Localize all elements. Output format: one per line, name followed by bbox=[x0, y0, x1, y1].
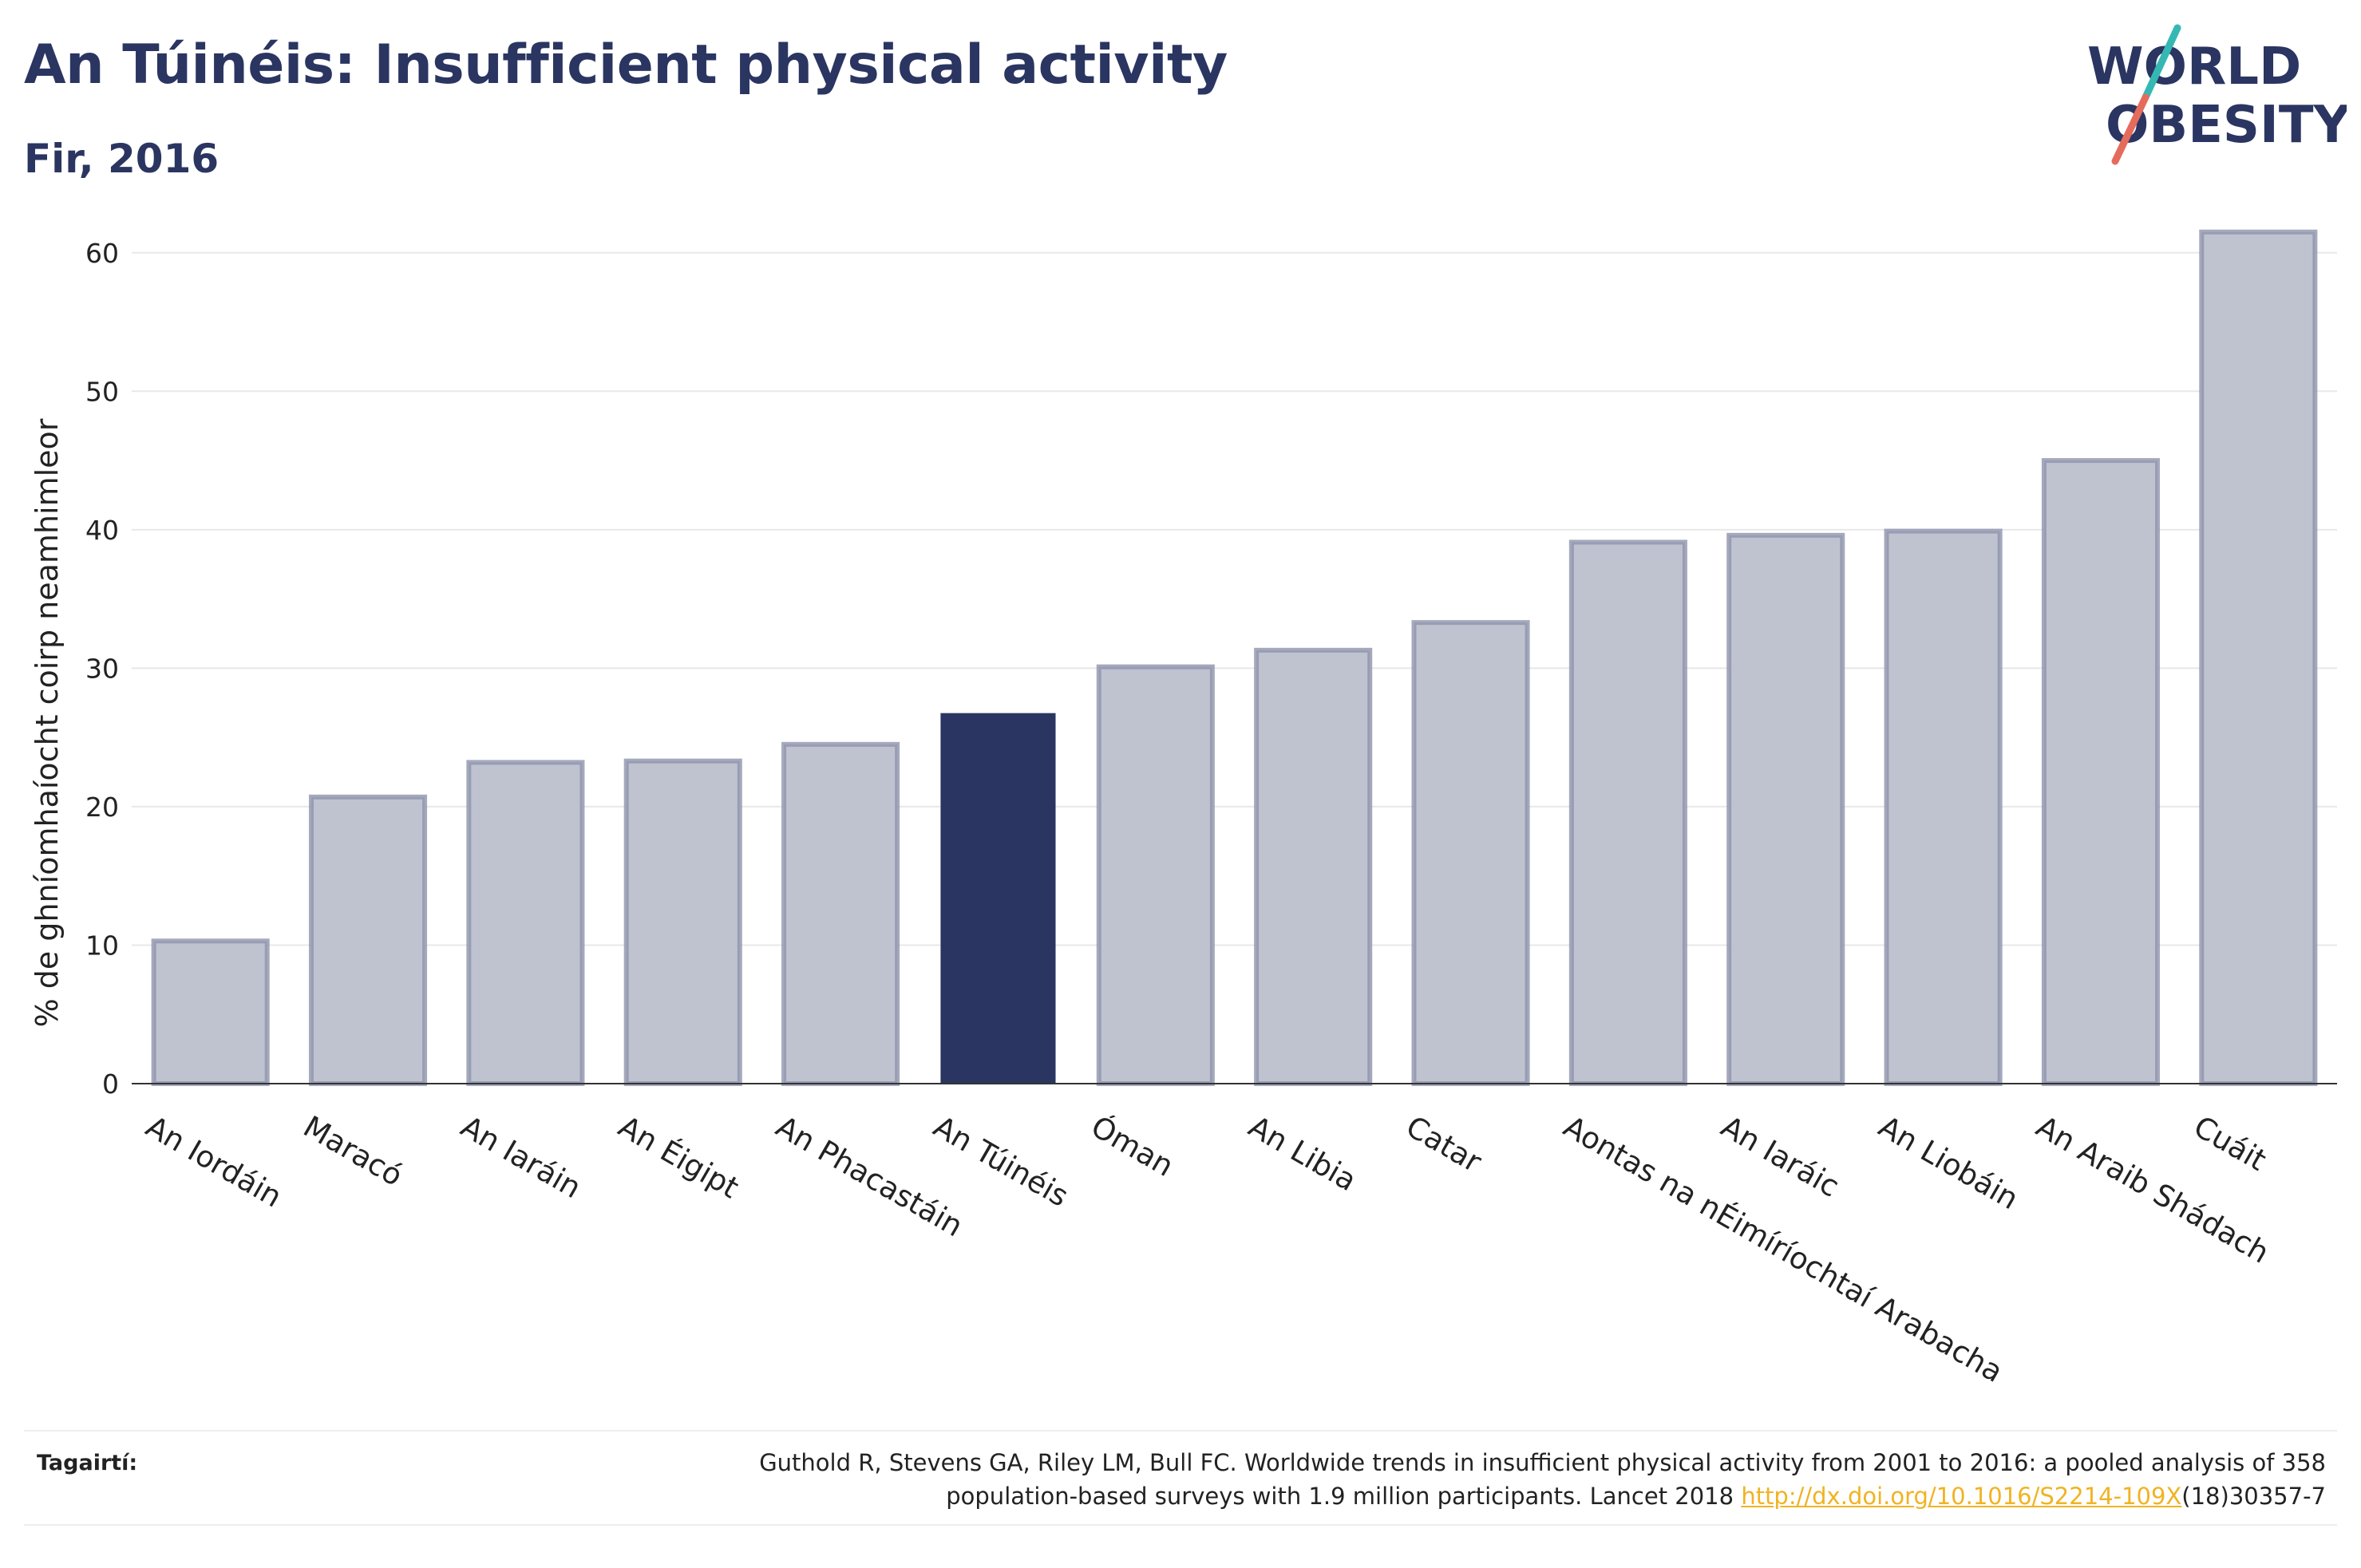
bars bbox=[151, 229, 2318, 1087]
bar-9[interactable] bbox=[1411, 620, 1530, 1086]
chart-title: An Túinéis: Insufficient physical activi… bbox=[24, 34, 1228, 97]
reference-line-1: Guthold R, Stevens GA, Riley LM, Bull FC… bbox=[759, 1449, 2326, 1476]
x-tick-label: Maracó bbox=[298, 1109, 409, 1193]
bar-6[interactable] bbox=[940, 713, 1056, 1084]
y-axis-ticks: 0 10 20 30 40 50 60 bbox=[85, 238, 119, 1100]
x-tick-label: An Libia bbox=[1243, 1109, 1362, 1198]
bar-10[interactable] bbox=[1568, 539, 1687, 1086]
logo-word-obesity: OBESITY bbox=[2106, 96, 2347, 155]
x-tick-label: An Iordáin bbox=[140, 1109, 288, 1215]
y-tick-label: 50 bbox=[85, 376, 119, 407]
logo-slash-coral bbox=[2111, 93, 2149, 165]
chart-subtitle: Fir, 2016 bbox=[24, 136, 219, 182]
bar-11[interactable] bbox=[1726, 532, 1845, 1086]
bar-13[interactable] bbox=[2041, 458, 2161, 1086]
footer-divider-top bbox=[24, 1430, 2337, 1432]
logo-slash-teal bbox=[2142, 24, 2181, 101]
y-tick-label: 30 bbox=[85, 653, 119, 684]
bar-7[interactable] bbox=[1096, 664, 1215, 1086]
x-tick-label: An Liobáin bbox=[1873, 1109, 2024, 1216]
x-tick-label: Cuáit bbox=[2188, 1109, 2272, 1178]
reference-doi-link[interactable]: http://dx.doi.org/10.1016/S2214-109X bbox=[1741, 1483, 2182, 1510]
y-tick-label: 40 bbox=[85, 515, 119, 546]
x-tick-label: An Éigipt bbox=[613, 1108, 745, 1205]
y-tick-label: 60 bbox=[85, 238, 119, 269]
bar-14[interactable] bbox=[2199, 229, 2318, 1087]
x-tick-label: An Túinéis bbox=[927, 1109, 1074, 1214]
y-tick-label: 10 bbox=[85, 930, 119, 961]
gridlines bbox=[132, 251, 2337, 946]
y-tick-label: 20 bbox=[85, 792, 119, 823]
bar-3[interactable] bbox=[466, 760, 585, 1086]
bar-12[interactable] bbox=[1884, 528, 2003, 1086]
reference-line-2-end: (18)30357-7 bbox=[2181, 1483, 2326, 1510]
bar-8[interactable] bbox=[1254, 647, 1373, 1086]
world-obesity-logo[interactable]: WORLD OBESITY bbox=[2083, 24, 2347, 168]
footer-divider-bottom bbox=[24, 1524, 2337, 1526]
references-text: Guthold R, Stevens GA, Riley LM, Bull FC… bbox=[490, 1446, 2326, 1513]
bar-2[interactable] bbox=[308, 794, 428, 1086]
y-axis-label: % de ghníomhaíocht coirp neamhimleor bbox=[30, 418, 65, 1027]
bar-5[interactable] bbox=[781, 741, 900, 1086]
x-axis-labels: An Iordáin Maracó An Iaráin An Éigipt An Pha… bbox=[140, 1108, 2276, 1389]
bar-chart: 0 10 20 30 40 50 60 An Iordáin Maracó An Iaráin A… bbox=[30, 229, 2337, 1389]
logo-word-world: WORLD bbox=[2087, 38, 2301, 97]
references-label: Tagairtí: bbox=[37, 1451, 138, 1475]
x-tick-label: Catar bbox=[1400, 1109, 1488, 1179]
bar-4[interactable] bbox=[623, 758, 742, 1086]
y-tick-label: 0 bbox=[102, 1068, 119, 1100]
bar-1[interactable] bbox=[151, 938, 270, 1086]
reference-line-2: population-based surveys with 1.9 millio… bbox=[946, 1483, 1742, 1510]
x-tick-label: An Iaráic bbox=[1715, 1109, 1845, 1204]
x-tick-label: An Iaráin bbox=[455, 1109, 587, 1205]
x-tick-label: Óman bbox=[1086, 1108, 1180, 1183]
